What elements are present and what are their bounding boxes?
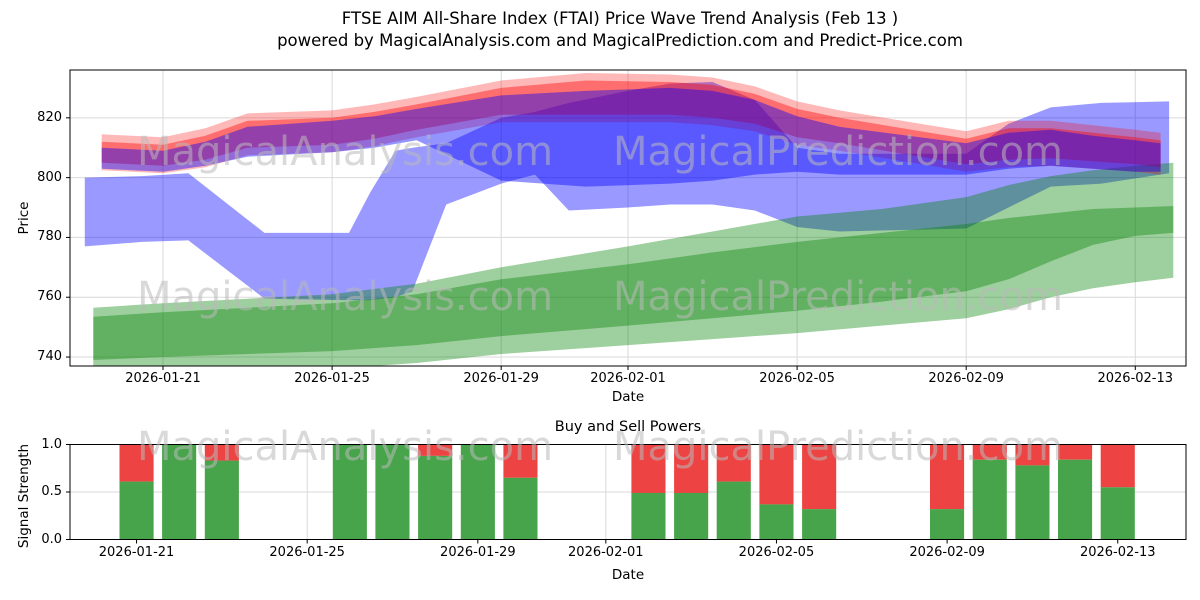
x-tick-label: 2026-02-09 bbox=[928, 371, 1004, 386]
buy-power-bar bbox=[759, 504, 794, 540]
y-tick-label: 1.0 bbox=[41, 436, 62, 452]
x-tick-label: 2026-02-13 bbox=[1079, 545, 1156, 560]
buy-power-bar bbox=[716, 481, 751, 540]
sell-power-bar bbox=[716, 444, 751, 482]
figure-title: FTSE AIM All-Share Index (FTAI) Price Wa… bbox=[341, 9, 899, 28]
sell-power-bar bbox=[418, 444, 453, 456]
x-tick-label: 2026-02-05 bbox=[738, 545, 815, 560]
trend-band-blue-mid bbox=[101, 87, 1161, 187]
buy-power-bar bbox=[418, 455, 453, 540]
buy-power-bar bbox=[162, 444, 197, 540]
sell-power-bar bbox=[503, 444, 538, 478]
buy-power-bar bbox=[119, 481, 154, 540]
y-tick-label: 740 bbox=[37, 349, 62, 365]
forecast-wave-blue-wide bbox=[84, 82, 1170, 301]
x-tick-label: 2026-02-13 bbox=[1097, 371, 1174, 386]
price-xaxis-label: Date bbox=[611, 389, 645, 405]
y-tick-label: 0.5 bbox=[41, 484, 62, 499]
y-tick-label: 0.0 bbox=[41, 531, 62, 547]
price-band-red-inner bbox=[101, 80, 1161, 168]
sell-power-bar bbox=[1058, 444, 1093, 460]
buy-power-bar bbox=[1058, 459, 1093, 540]
x-tick-label: 2026-01-25 bbox=[294, 371, 370, 386]
buy-power-bar bbox=[674, 492, 709, 540]
x-tick-label: 2026-01-21 bbox=[98, 545, 175, 560]
signal-chart-title: Buy and Sell Powers bbox=[554, 419, 702, 435]
sell-power-bar bbox=[802, 444, 837, 510]
buy-power-bar bbox=[1100, 487, 1135, 540]
signal-xaxis-label: Date bbox=[611, 567, 645, 583]
y-tick-label: 820 bbox=[37, 109, 62, 125]
y-tick-label: 800 bbox=[37, 169, 62, 185]
x-tick-label: 2026-01-21 bbox=[125, 371, 201, 386]
sell-power-bar bbox=[204, 444, 239, 461]
sell-power-bar bbox=[930, 444, 965, 510]
price-band-red-outer bbox=[101, 73, 1161, 175]
buy-power-bar bbox=[503, 477, 538, 540]
x-tick-label: 2026-02-05 bbox=[759, 371, 835, 386]
price-bands-group bbox=[84, 73, 1174, 366]
x-tick-label: 2026-02-01 bbox=[568, 545, 644, 560]
sell-power-bar bbox=[119, 444, 154, 482]
buy-power-bar bbox=[930, 509, 965, 540]
buy-power-bar bbox=[204, 460, 239, 540]
buy-power-bar bbox=[332, 444, 367, 540]
y-tick-label: 780 bbox=[37, 229, 62, 245]
figure-subtitle: powered by MagicalAnalysis.com and Magic… bbox=[277, 31, 963, 50]
x-tick-label: 2026-01-29 bbox=[463, 371, 539, 386]
support-band-green-lower bbox=[93, 206, 1174, 366]
buy-power-bar bbox=[1015, 465, 1050, 540]
buy-power-bar bbox=[375, 444, 410, 540]
y-tick-label: 760 bbox=[37, 289, 62, 305]
sell-power-bar bbox=[1015, 444, 1050, 466]
sell-power-bar bbox=[674, 444, 709, 493]
sell-power-bar bbox=[1100, 444, 1135, 488]
x-tick-label: 2026-01-25 bbox=[269, 545, 345, 560]
support-band-green-upper bbox=[93, 162, 1174, 360]
x-tick-label: 2026-02-01 bbox=[590, 371, 666, 386]
buy-power-bar bbox=[460, 444, 495, 540]
x-tick-label: 2026-01-29 bbox=[440, 545, 516, 560]
sell-power-bar bbox=[972, 444, 1007, 460]
buy-power-bar bbox=[802, 509, 837, 540]
buy-power-bar bbox=[631, 492, 666, 540]
x-tick-label: 2026-02-09 bbox=[909, 545, 985, 560]
buy-power-bar bbox=[972, 459, 1007, 540]
sell-power-bar bbox=[631, 444, 666, 493]
sell-power-bar bbox=[759, 444, 794, 505]
